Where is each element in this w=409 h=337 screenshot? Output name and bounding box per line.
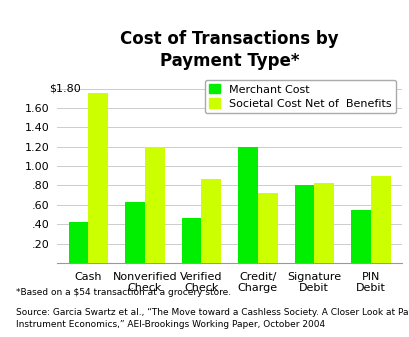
Text: *Based on a $54 transaction at a grocery store.: *Based on a $54 transaction at a grocery… — [16, 288, 231, 297]
Bar — [350, 210, 370, 263]
Bar — [314, 183, 333, 263]
Text: $1.80: $1.80 — [49, 84, 81, 94]
Bar — [88, 93, 108, 263]
Title: Cost of Transactions by
Payment Type*: Cost of Transactions by Payment Type* — [120, 30, 338, 70]
Legend: Merchant Cost, Societal Cost Net of  Benefits: Merchant Cost, Societal Cost Net of Bene… — [204, 80, 395, 113]
Bar — [238, 147, 257, 263]
Bar — [294, 185, 314, 263]
Text: Source: Garcia Swartz et al., “The Move toward a Cashless Society. A Closer Look: Source: Garcia Swartz et al., “The Move … — [16, 308, 409, 329]
Bar — [370, 176, 389, 263]
Bar — [69, 222, 88, 263]
Bar — [257, 193, 277, 263]
Bar — [201, 179, 220, 263]
Bar — [181, 218, 201, 263]
Bar — [144, 147, 164, 263]
Bar — [125, 202, 144, 263]
